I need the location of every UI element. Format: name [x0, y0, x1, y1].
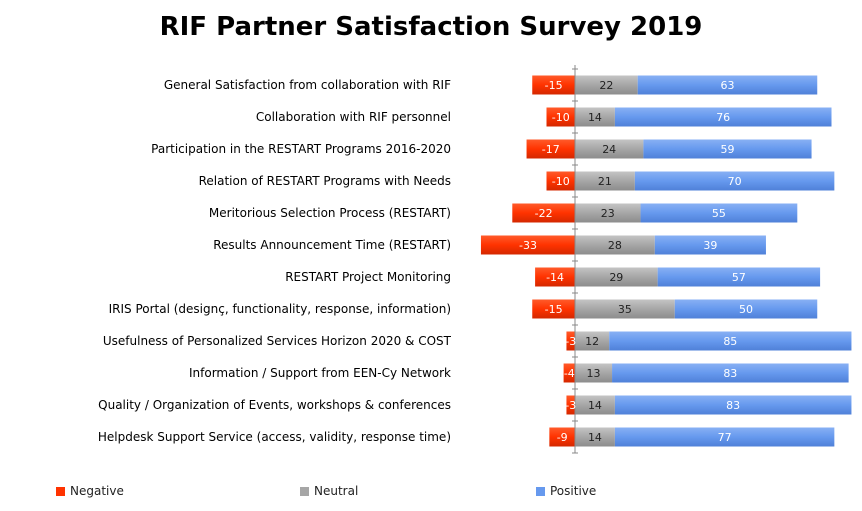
data-label-negative: -17	[542, 143, 560, 156]
data-label-neutral: 13	[587, 367, 601, 380]
bar-neutral	[575, 203, 641, 223]
legend-label-neutral: Neutral	[314, 484, 359, 498]
category-label: IRIS Portal (designç, functionality, res…	[109, 302, 451, 316]
bar-neutral	[575, 267, 658, 287]
data-label-positive: 76	[716, 111, 730, 124]
category-label: Relation of RESTART Programs with Needs	[199, 174, 451, 188]
category-label: Usefulness of Personalized Services Hori…	[103, 334, 452, 348]
data-label-negative: -3	[565, 335, 576, 348]
data-label-negative: -10	[552, 111, 570, 124]
bar-positive	[640, 203, 798, 223]
category-label: Collaboration with RIF personnel	[256, 110, 451, 124]
bar-positive	[674, 299, 818, 319]
data-label-negative: -15	[545, 303, 563, 316]
bar-negative	[566, 331, 575, 351]
legend-label-positive: Positive	[550, 484, 597, 498]
bar-neutral	[575, 107, 615, 127]
category-label: Participation in the RESTART Programs 20…	[151, 142, 451, 156]
bar-positive	[643, 139, 812, 159]
bar-negative	[549, 427, 575, 447]
bar-negative	[532, 299, 575, 319]
bar-positive	[654, 235, 766, 255]
bar-neutral	[575, 75, 638, 95]
data-label-positive: 85	[723, 335, 737, 348]
data-label-neutral: 24	[602, 143, 616, 156]
bar-neutral	[575, 235, 655, 255]
data-label-neutral: 21	[598, 175, 612, 188]
data-label-positive: 39	[703, 239, 717, 252]
bar-neutral	[575, 331, 610, 351]
bar-neutral	[575, 395, 615, 415]
data-label-negative: -4	[564, 367, 575, 380]
data-label-positive: 57	[732, 271, 746, 284]
legend-positive: Positive	[536, 484, 596, 498]
data-label-neutral: 22	[599, 79, 613, 92]
bar-neutral	[575, 427, 615, 447]
data-label-negative: -3	[565, 399, 576, 412]
bar-neutral	[575, 139, 644, 159]
bar-neutral	[575, 363, 613, 383]
legend-neutral: Neutral	[300, 484, 358, 498]
data-label-positive: 59	[720, 143, 734, 156]
data-label-positive: 63	[720, 79, 734, 92]
bar-negative	[546, 171, 575, 191]
bar-positive	[612, 363, 849, 383]
data-label-negative: -9	[557, 431, 568, 444]
data-label-neutral: 29	[609, 271, 623, 284]
data-label-positive: 83	[723, 367, 737, 380]
bar-positive	[614, 395, 852, 415]
data-label-neutral: 14	[588, 399, 602, 412]
legend-negative: Negative	[56, 484, 124, 498]
category-label: RESTART Project Monitoring	[285, 270, 451, 284]
bar-negative	[566, 395, 575, 415]
data-label-negative: -10	[552, 175, 570, 188]
bar-positive	[634, 171, 835, 191]
bar-neutral	[575, 171, 635, 191]
bar-negative	[535, 267, 575, 287]
data-label-neutral: 28	[608, 239, 622, 252]
data-label-positive: 77	[718, 431, 732, 444]
bar-neutral	[575, 299, 675, 319]
data-label-positive: 83	[726, 399, 740, 412]
category-label: Quality / Organization of Events, worksh…	[98, 398, 451, 412]
bar-negative	[563, 363, 575, 383]
category-label: Helpdesk Support Service (access, validi…	[98, 430, 451, 444]
bar-positive	[637, 75, 818, 95]
category-label: Information / Support from EEN-Cy Networ…	[189, 366, 451, 380]
data-label-neutral: 35	[618, 303, 632, 316]
legend-swatch-negative	[56, 486, 65, 496]
bar-positive	[657, 267, 821, 287]
legend-swatch-positive	[536, 486, 545, 496]
bar-negative	[480, 235, 575, 255]
bar-negative	[546, 107, 575, 127]
bar-positive	[609, 331, 852, 351]
data-label-negative: -14	[546, 271, 564, 284]
category-label: Results Announcement Time (RESTART)	[213, 238, 451, 252]
category-label: General Satisfaction from collaboration …	[164, 78, 451, 92]
category-label: Meritorious Selection Process (RESTART)	[209, 206, 451, 220]
data-label-negative: -22	[535, 207, 553, 220]
chart-title: RIF Partner Satisfaction Survey 2019	[159, 12, 703, 42]
bar-negative	[512, 203, 575, 223]
data-label-neutral: 14	[588, 111, 602, 124]
legend-label-negative: Negative	[70, 484, 124, 498]
data-label-positive: 50	[739, 303, 753, 316]
data-label-negative: -33	[519, 239, 537, 252]
data-label-positive: 55	[712, 207, 726, 220]
bar-positive	[614, 107, 832, 127]
data-label-negative: -15	[545, 79, 563, 92]
data-label-positive: 70	[728, 175, 742, 188]
data-label-neutral: 14	[588, 431, 602, 444]
legend-swatch-neutral	[300, 486, 309, 496]
bar-negative	[532, 75, 575, 95]
data-label-neutral: 23	[601, 207, 615, 220]
bar-positive	[614, 427, 835, 447]
data-label-neutral: 12	[585, 335, 599, 348]
bar-negative	[526, 139, 575, 159]
